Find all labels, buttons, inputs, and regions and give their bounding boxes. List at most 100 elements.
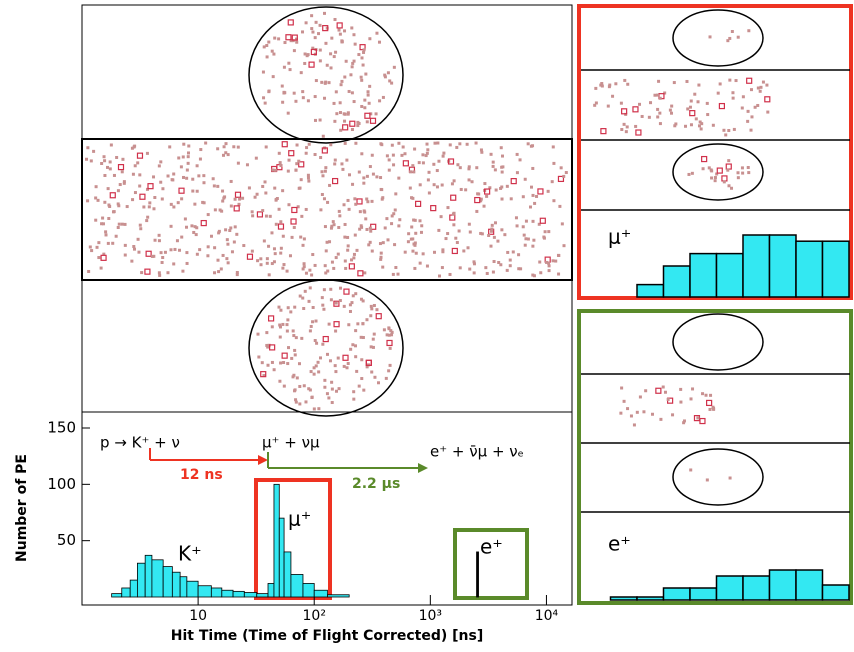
hit bbox=[281, 323, 284, 326]
hit bbox=[727, 159, 730, 162]
hit bbox=[690, 123, 693, 126]
hit bbox=[373, 333, 376, 336]
hit bbox=[138, 173, 141, 176]
hit bbox=[319, 24, 322, 27]
hit bbox=[416, 201, 421, 206]
hit bbox=[305, 208, 308, 211]
hit bbox=[117, 204, 120, 207]
hit bbox=[279, 361, 282, 364]
hit bbox=[653, 94, 656, 97]
hit bbox=[360, 298, 363, 301]
hit bbox=[140, 271, 143, 274]
hit bbox=[530, 145, 533, 148]
hit bbox=[746, 120, 749, 123]
hit bbox=[330, 298, 333, 301]
hit bbox=[329, 143, 332, 146]
hit bbox=[314, 119, 317, 122]
hit bbox=[407, 240, 410, 243]
hit bbox=[282, 263, 285, 266]
hit bbox=[379, 242, 382, 245]
hit bbox=[177, 201, 180, 204]
hit bbox=[218, 230, 221, 233]
hit bbox=[636, 130, 641, 135]
hit bbox=[192, 231, 195, 234]
hit bbox=[601, 129, 606, 134]
hit bbox=[265, 44, 268, 47]
hit bbox=[687, 173, 690, 176]
hit bbox=[187, 155, 190, 158]
hit bbox=[397, 224, 400, 227]
hit bbox=[510, 197, 513, 200]
hit bbox=[492, 165, 495, 168]
hit bbox=[333, 162, 336, 165]
annotation: e⁺ + ν̄μ + νₑ bbox=[430, 443, 524, 461]
hit bbox=[292, 374, 295, 377]
hit bbox=[347, 113, 350, 116]
hit bbox=[294, 398, 297, 401]
hit bbox=[275, 223, 278, 226]
hit bbox=[506, 185, 509, 188]
hit bbox=[232, 145, 235, 148]
annotation: 2.2 μs bbox=[352, 476, 400, 492]
hit bbox=[410, 196, 413, 199]
hit bbox=[265, 344, 268, 347]
hit bbox=[301, 30, 304, 33]
hit bbox=[322, 135, 325, 138]
hit bbox=[530, 186, 533, 189]
hit bbox=[279, 161, 282, 164]
hit bbox=[353, 197, 356, 200]
hit bbox=[492, 271, 495, 274]
hit bbox=[726, 169, 729, 172]
hit bbox=[317, 32, 320, 35]
hit bbox=[343, 125, 348, 130]
hit bbox=[376, 314, 381, 319]
hit bbox=[438, 274, 441, 277]
hit bbox=[158, 274, 161, 277]
y-axis-label: Number of PE bbox=[14, 454, 30, 562]
hit bbox=[203, 201, 206, 204]
hit bbox=[287, 346, 290, 349]
hit bbox=[94, 219, 97, 222]
hit bbox=[279, 252, 282, 255]
hit bbox=[301, 90, 304, 93]
hit bbox=[471, 180, 474, 183]
step-bar bbox=[717, 576, 744, 600]
hit bbox=[130, 260, 133, 263]
hit bbox=[360, 336, 363, 339]
hit bbox=[506, 269, 509, 272]
hit bbox=[299, 236, 302, 239]
hit bbox=[500, 166, 503, 169]
hit bbox=[426, 148, 429, 151]
hit bbox=[326, 201, 329, 204]
hit bbox=[234, 225, 237, 228]
hit bbox=[413, 267, 416, 270]
hit bbox=[442, 152, 445, 155]
histogram-bar bbox=[163, 567, 172, 597]
hit bbox=[691, 387, 694, 390]
hit bbox=[529, 206, 532, 209]
hit bbox=[679, 388, 682, 391]
hit bbox=[611, 95, 614, 98]
hit bbox=[294, 353, 297, 356]
hit bbox=[313, 373, 316, 376]
hit bbox=[329, 52, 332, 55]
hit bbox=[475, 210, 478, 213]
hit bbox=[468, 165, 471, 168]
hit bbox=[350, 121, 355, 126]
hit bbox=[269, 316, 274, 321]
hit bbox=[339, 129, 342, 132]
hit bbox=[500, 185, 503, 188]
histogram-bar bbox=[122, 588, 130, 597]
hit bbox=[475, 198, 480, 203]
hit bbox=[158, 271, 161, 274]
hit bbox=[350, 26, 353, 29]
hit bbox=[117, 189, 120, 192]
hit bbox=[706, 102, 709, 105]
hit bbox=[441, 266, 444, 269]
hit bbox=[304, 400, 307, 403]
hit bbox=[560, 166, 563, 169]
hit bbox=[397, 177, 400, 180]
hit bbox=[333, 120, 336, 123]
hit bbox=[283, 91, 286, 94]
hit bbox=[170, 225, 173, 228]
